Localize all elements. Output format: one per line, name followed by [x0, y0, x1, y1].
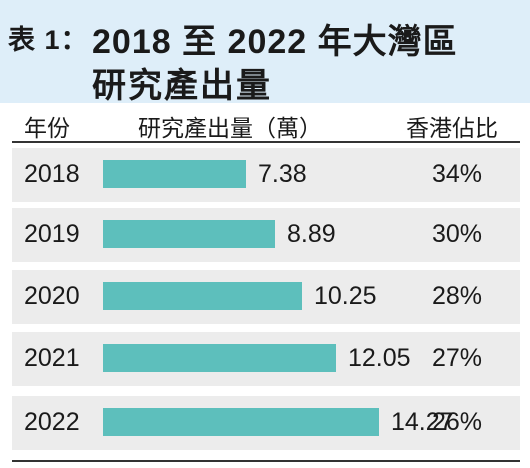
row-share-value: 27% [432, 344, 483, 372]
bar-value-label: 14.27 [391, 408, 454, 436]
bar-value-label: 12.05 [348, 344, 411, 372]
row-year-label: 2019 [24, 220, 80, 248]
row-share-value: 30% [432, 220, 483, 248]
row-share-value: 26% [432, 408, 483, 436]
bar-2020 [103, 282, 302, 310]
bar-2021 [103, 344, 336, 372]
bottom-rule [12, 460, 520, 462]
chart-title-line2: 研究產出量 [92, 67, 272, 105]
bar-value-label: 8.89 [287, 220, 336, 248]
column-header-output: 研究產出量（萬） [138, 115, 322, 141]
table-number: 表 1： [8, 25, 89, 55]
chart-title: 2018 至 2022 年大灣區 [92, 23, 458, 61]
column-header-year: 年份 [24, 115, 70, 141]
title-panel: 表 1： 2018 至 2022 年大灣區 研究產出量 [0, 0, 530, 105]
bar-value-label: 7.38 [258, 160, 307, 188]
column-header-share: 香港佔比 [406, 115, 498, 141]
header-rule [12, 141, 520, 143]
row-share-value: 28% [432, 282, 483, 310]
bar-2022 [103, 408, 379, 436]
bar-2018 [103, 160, 246, 188]
row-year-label: 2022 [24, 408, 80, 436]
row-share-value: 34% [432, 160, 483, 188]
row-year-label: 2020 [24, 282, 80, 310]
row-year-label: 2018 [24, 160, 80, 188]
row-year-label: 2021 [24, 344, 80, 372]
bar-2019 [103, 220, 275, 248]
table-row-band [12, 148, 520, 202]
bar-value-label: 10.25 [314, 282, 377, 310]
